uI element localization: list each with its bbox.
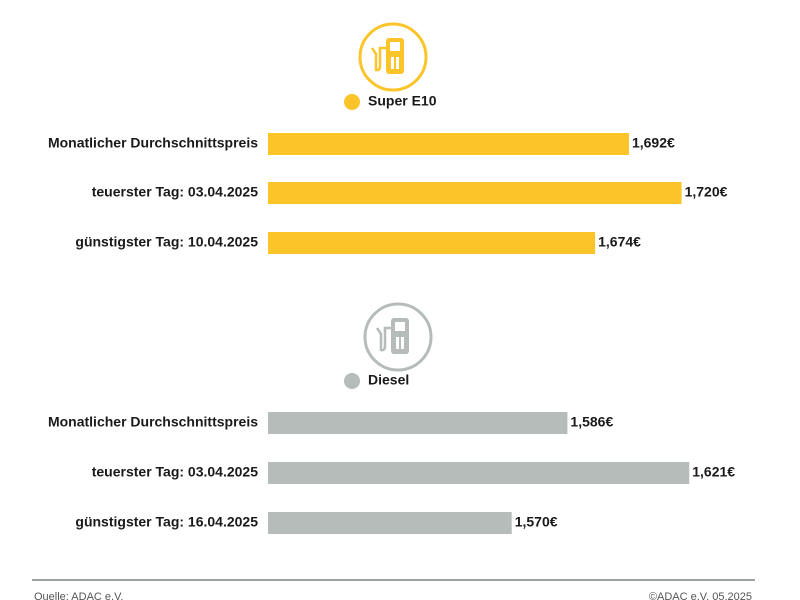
value-label: 1,570€ bbox=[515, 514, 558, 530]
bar bbox=[268, 412, 568, 434]
bar bbox=[268, 232, 596, 254]
fuel-icon bbox=[363, 302, 433, 372]
bar bbox=[268, 182, 682, 204]
legend-marker bbox=[344, 373, 360, 389]
category-label: Monatlicher Durchschnittspreis bbox=[48, 135, 258, 151]
legend-marker bbox=[344, 94, 360, 110]
value-label: 1,720€ bbox=[685, 184, 728, 200]
category-label: teuerster Tag: 03.04.2025 bbox=[92, 184, 258, 200]
category-label: günstigster Tag: 16.04.2025 bbox=[75, 514, 258, 530]
fuel-icon bbox=[358, 22, 428, 92]
category-label: Monatlicher Durchschnittspreis bbox=[48, 414, 258, 430]
bar bbox=[268, 512, 512, 534]
value-label: 1,674€ bbox=[598, 234, 641, 250]
value-label: 1,692€ bbox=[632, 135, 675, 151]
copyright: ©ADAC e.V. 05.2025 bbox=[649, 591, 752, 600]
bar bbox=[268, 462, 690, 484]
category-label: teuerster Tag: 03.04.2025 bbox=[92, 464, 258, 480]
value-label: 1,586€ bbox=[570, 414, 613, 430]
value-label: 1,621€ bbox=[692, 464, 735, 480]
bar bbox=[268, 133, 629, 155]
source: Quelle: ADAC e.V. bbox=[34, 591, 123, 600]
legend-label: Super E10 bbox=[368, 93, 437, 109]
category-label: günstigster Tag: 10.04.2025 bbox=[75, 234, 258, 250]
legend-label: Diesel bbox=[368, 372, 409, 388]
